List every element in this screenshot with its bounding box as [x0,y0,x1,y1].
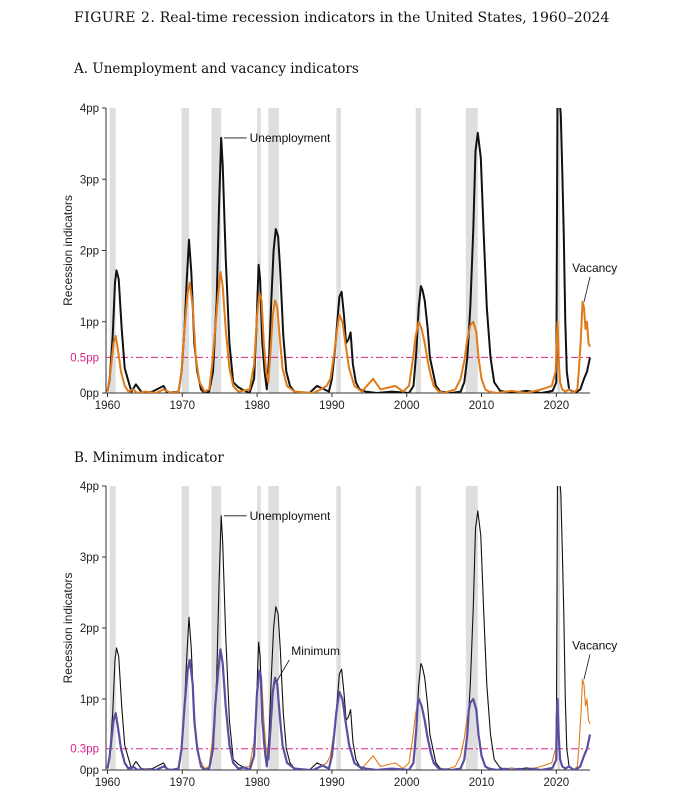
figure-label: FIGURE 2. [74,10,156,26]
panel-a-x-tick-label-6: 2020 [544,400,570,412]
panel-b-recession-band-3 [257,486,261,770]
panel-a-x-tick-label-3: 1990 [319,400,345,412]
panel-b-recession-band-5 [336,486,341,770]
panel-b-y-tick-label-3: 3pp [80,552,99,564]
figure-title-text: Real-time recession indicators in the Un… [159,10,610,26]
panel-b-recession-band-1 [181,486,190,770]
panel-b-annotation-minimum: Minimum [291,644,340,658]
panel-b-annotation-leader-minimum [276,659,290,682]
panel-a-y-tick-label-0: 0pp [80,388,99,400]
panel-a-x-tick-label-2: 1980 [244,400,270,412]
panel-a-recession-band-1 [181,108,190,393]
panel-a-y-tick-label-4: 4pp [80,103,99,115]
panel-b-x-tick-label-4: 2000 [394,777,420,789]
panel-a-title: A. Unemployment and vacancy indicators [74,61,359,77]
panel-b-y-axis-label: Recession indicators [61,573,75,684]
panel-a-annotation-vacancy: Vacancy [572,261,617,275]
panel-b-threshold-label: 0.3pp [70,744,99,756]
panel-a-x-tick-label-4: 2000 [394,400,420,412]
panel-a-x-tick-label-1: 1970 [170,400,196,412]
panel-b-title: B. Minimum indicator [74,450,224,466]
panel-b-x-tick-label-5: 2010 [469,777,495,789]
panel-b-y-tick-label-0: 0pp [80,765,99,777]
panel-a-y-tick-label-3: 3pp [80,174,99,186]
panel-a-y-axis-label: Recession indicators [61,195,75,306]
panel-b-recession-band-6 [415,486,421,770]
figure-title: FIGURE 2. Real-time recession indicators… [74,10,609,26]
panel-b-annotation-leader-vacancy [583,654,591,680]
panel-a-x-tick-label-0: 1960 [95,400,121,412]
panel-b-recession-band-0 [109,486,116,770]
panel-a-plot-area [106,108,591,393]
panel-a-threshold-label: 0.5pp [70,352,99,364]
panel-b-annotation-vacancy: Vacancy [572,638,617,652]
chart-panel-a: 0pp 1pp 2pp 3pp 4pp 1960 1970 1980 1990 2000 2010 2… [61,103,617,412]
panel-b-recession-band-2 [211,486,222,770]
panel-a-series-vacancy [106,270,591,393]
panel-b-y-tick-label-2: 2pp [80,623,99,635]
panel-b-series-unemployment [106,486,591,770]
chart-panel-b: 0pp 1pp 2pp 3pp 4pp 1960 1970 1980 1990 2000 2010 2… [61,481,617,789]
panel-b-x-tick-label-6: 2020 [544,777,570,789]
panel-b-x-tick-label-3: 1990 [319,777,345,789]
panel-a-recession-band-6 [415,108,421,393]
panel-a-recession-band-5 [336,108,341,393]
panel-b-y-tick-label-1: 1pp [80,694,99,706]
panel-a-annotation-leader-vacancy [583,276,591,302]
panel-b-recession-band-8 [557,486,561,770]
panel-a-annotation-unemployment: Unemployment [250,131,331,145]
panel-a-recession-band-3 [257,108,261,393]
panel-b-x-tick-label-2: 1980 [244,777,270,789]
panel-b-y-tick-label-4: 4pp [80,481,99,493]
panel-b-x-tick-label-0: 1960 [95,777,121,789]
panel-a-y-tick-label-1: 1pp [80,317,99,329]
panel-a-x-tick-label-5: 2010 [469,400,495,412]
panel-b-series-vacancy [106,648,591,770]
panel-b-series-minimum [106,648,592,770]
panel-a-recession-band-8 [557,108,561,393]
panel-a-recession-band-0 [109,108,116,393]
panel-b-plot-area [106,486,592,770]
panel-a-series-unemployment [106,108,591,393]
panel-b-recession-band-7 [465,486,478,770]
panel-a-y-tick-label-2: 2pp [80,246,99,258]
panel-b-annotation-unemployment: Unemployment [250,509,331,523]
panel-b-x-tick-label-1: 1970 [170,777,196,789]
panel-a-recession-band-2 [211,108,222,393]
